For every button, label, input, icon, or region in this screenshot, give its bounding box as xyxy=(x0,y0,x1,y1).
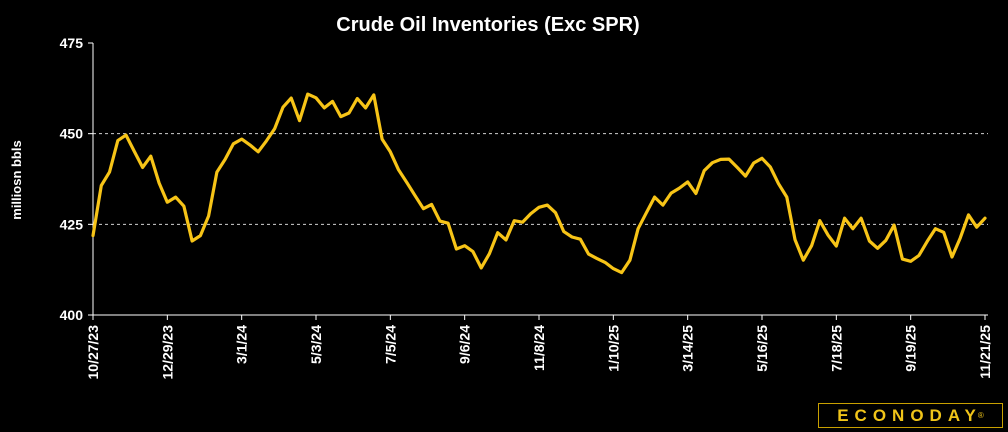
x-tick-label-6: 11/8/24 xyxy=(531,325,547,371)
x-tick-label-4: 7/5/24 xyxy=(382,325,398,364)
y-axis-label: milliosn bbls xyxy=(9,140,24,219)
series-lines xyxy=(91,92,987,275)
logo-text: ECONODAY xyxy=(837,405,982,425)
econoday-logo: ECONODAY ® xyxy=(818,403,1003,428)
y-tick-labels: 400 425 450 475 xyxy=(60,35,93,323)
x-tick-label-12: 11/21/25 xyxy=(977,325,993,379)
y-tick-label-400: 400 xyxy=(60,307,84,323)
series-line xyxy=(91,92,987,275)
x-tick-label-9: 5/16/25 xyxy=(754,325,770,372)
x-tick-label-5: 9/6/24 xyxy=(457,325,473,364)
y-tick-label-450: 450 xyxy=(60,126,84,142)
x-tick-labels: 10/27/23 12/29/23 3/1/24 5/3/24 7/5/24 9/6/24… xyxy=(85,315,993,380)
x-tick-label-3: 5/3/24 xyxy=(308,325,324,364)
x-tick-label-0: 10/27/23 xyxy=(85,325,101,380)
x-tick-label-8: 3/14/25 xyxy=(680,325,696,372)
trademark-mark: ® xyxy=(977,411,984,420)
axes xyxy=(92,43,988,316)
x-tick-label-1: 12/29/23 xyxy=(159,325,175,380)
x-tick-label-7: 1/10/25 xyxy=(605,325,621,372)
x-tick-label-2: 3/1/24 xyxy=(234,325,250,364)
x-tick-label-10: 7/18/25 xyxy=(828,325,844,372)
y-tick-label-425: 425 xyxy=(60,216,84,232)
y-tick-label-475: 475 xyxy=(60,35,84,51)
chart-title: Crude Oil Inventories (Exc SPR) xyxy=(336,14,639,36)
gridlines xyxy=(93,133,988,225)
x-tick-label-11: 9/19/25 xyxy=(903,325,919,372)
